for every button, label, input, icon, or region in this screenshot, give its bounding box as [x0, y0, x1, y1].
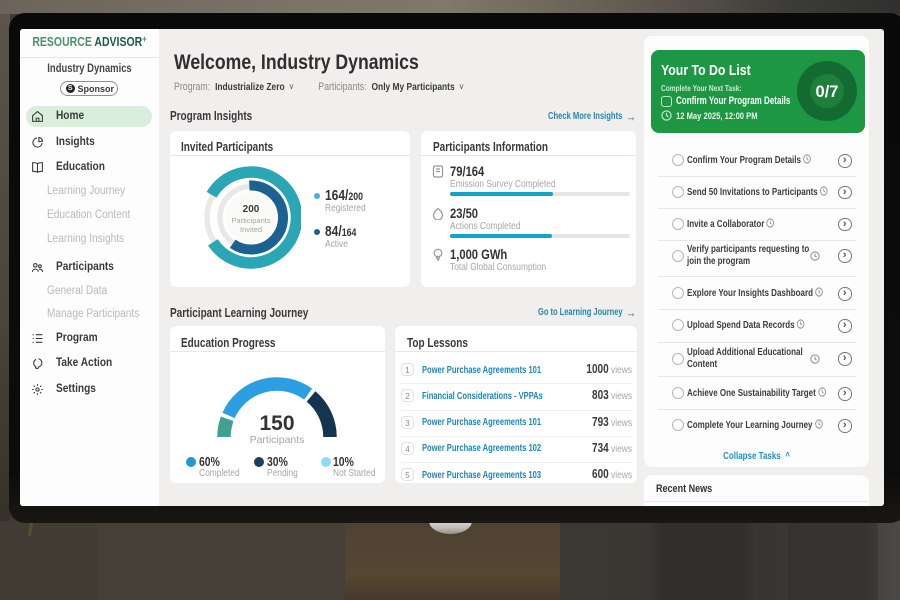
svg-text:Participants: Participants	[231, 216, 270, 225]
svg-text:150: 150	[259, 412, 294, 435]
svg-text:200: 200	[243, 204, 260, 215]
svg-text:Participants: Participants	[250, 434, 305, 446]
svg-text:0/7: 0/7	[816, 83, 839, 101]
svg-text:Invited: Invited	[240, 225, 262, 234]
